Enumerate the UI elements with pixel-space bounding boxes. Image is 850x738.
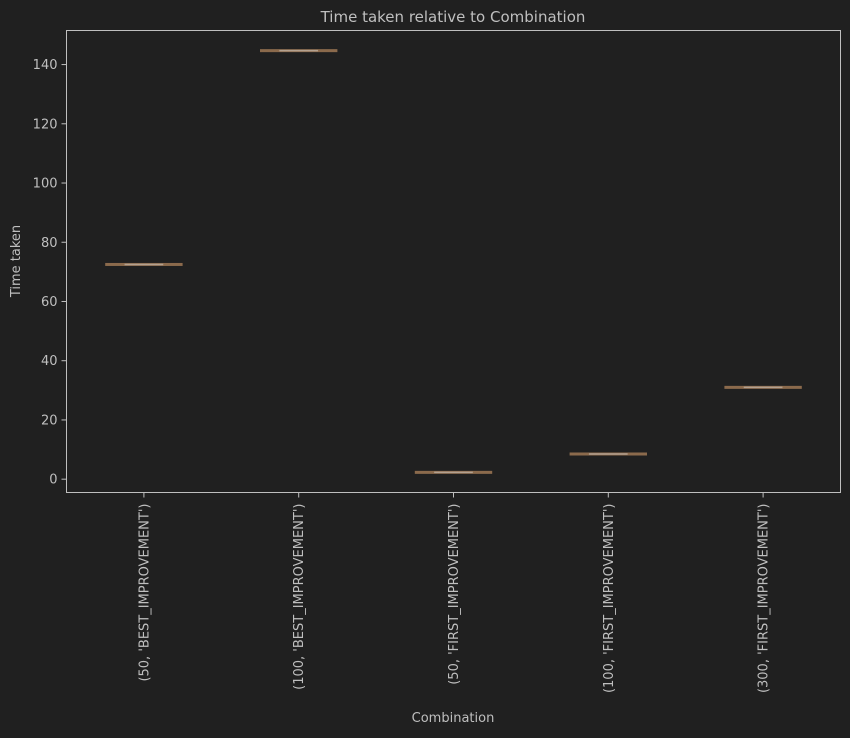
y-tick-label: 100 bbox=[33, 177, 58, 192]
y-tick-label: 60 bbox=[41, 295, 58, 310]
y-tick-label: 40 bbox=[41, 354, 58, 369]
x-tick-label: (50, 'FIRST_IMPROVEMENT') bbox=[447, 504, 462, 685]
y-tick-label: 140 bbox=[33, 58, 58, 73]
y-tick-label: 0 bbox=[49, 473, 57, 488]
y-tick-label: 20 bbox=[41, 413, 58, 428]
y-axis-ticks: 0 20 40 60 80 100 120 140 bbox=[33, 58, 67, 488]
x-tick-label: (100, 'FIRST_IMPROVEMENT') bbox=[602, 504, 617, 694]
y-axis-label: Time taken bbox=[9, 225, 24, 298]
y-tick-label: 80 bbox=[41, 236, 58, 251]
x-axis-ticks: (50, 'BEST_IMPROVEMENT') (100, 'BEST_IMPR… bbox=[137, 492, 772, 694]
x-axis-label: Combination bbox=[412, 711, 495, 726]
y-tick-label: 120 bbox=[33, 117, 58, 132]
x-tick-label: (300, 'FIRST_IMPROVEMENT') bbox=[757, 504, 772, 694]
x-tick-label: (100, 'BEST_IMPROVEMENT') bbox=[292, 504, 307, 690]
x-tick-label: (50, 'BEST_IMPROVEMENT') bbox=[137, 504, 152, 682]
chart-title: Time taken relative to Combination bbox=[320, 8, 586, 26]
plot-frame bbox=[66, 30, 841, 493]
box-series bbox=[105, 49, 802, 474]
